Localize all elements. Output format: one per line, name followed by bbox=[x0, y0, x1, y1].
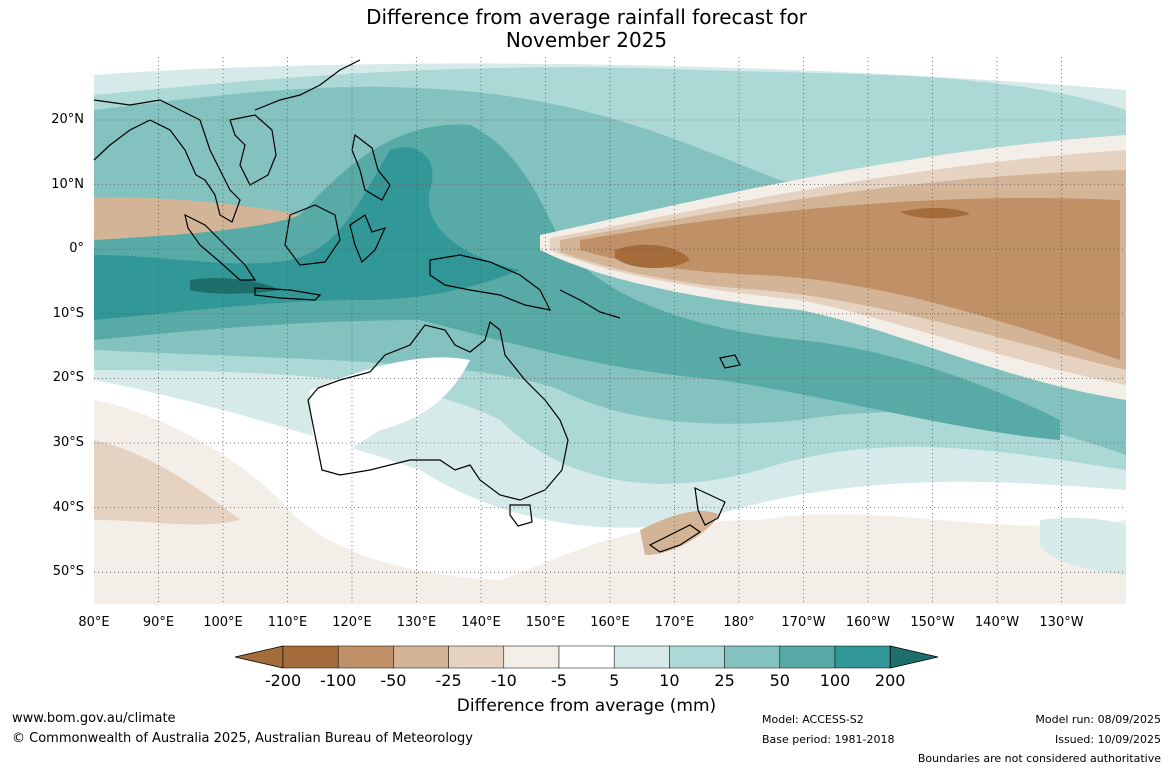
wet-tasman-east bbox=[1040, 517, 1126, 575]
colorbar-tick-label: -5 bbox=[551, 671, 567, 690]
java-coastline bbox=[254, 287, 322, 301]
lon-label: 150°W bbox=[910, 615, 955, 630]
colorbar-tick-label: 200 bbox=[874, 671, 906, 690]
model-run-date: Model run: 08/09/2025 bbox=[1035, 713, 1161, 726]
model-name: Model: ACCESS-S2 bbox=[762, 713, 864, 726]
lon-label: 180° bbox=[723, 615, 755, 630]
dry-100-equatorial bbox=[615, 244, 690, 269]
lon-label: 150°E bbox=[525, 615, 566, 630]
fiji-coastline bbox=[719, 354, 741, 369]
new-guinea-coastline bbox=[429, 254, 552, 311]
lat-label: 50°S bbox=[52, 564, 84, 580]
colorbar-tick-label: -10 bbox=[490, 671, 517, 690]
colorbar-box bbox=[558, 645, 615, 669]
indochina-coastline bbox=[229, 114, 277, 186]
lon-label: 140°E bbox=[461, 615, 501, 630]
colorbar-tick-label: 25 bbox=[714, 671, 735, 690]
dry-100-east bbox=[900, 207, 970, 219]
colorbar-box bbox=[337, 645, 394, 669]
new-zealand-north-coastline bbox=[694, 486, 726, 526]
colorbar-tick-label: -25 bbox=[435, 671, 462, 690]
new-zealand-south-coastline bbox=[648, 524, 702, 553]
colorbar-extend-high bbox=[889, 645, 939, 669]
colorbar-box bbox=[503, 645, 560, 669]
wet-200-region bbox=[190, 278, 280, 294]
lat-label: 10°S bbox=[52, 305, 84, 321]
borneo-coastline bbox=[284, 204, 341, 266]
graticule bbox=[94, 57, 1126, 604]
sulawesi-coastline bbox=[349, 214, 387, 264]
colorbar-box bbox=[448, 645, 505, 669]
colorbar-tick-label: 10 bbox=[659, 671, 680, 690]
map-title-line2: November 2025 bbox=[505, 28, 668, 52]
australia-coastline bbox=[307, 320, 569, 501]
colorbar-box bbox=[779, 645, 836, 669]
lon-label: 160°E bbox=[590, 615, 630, 630]
lon-label: 130°E bbox=[396, 615, 437, 630]
lon-label: 80°E bbox=[78, 615, 110, 630]
colorbar-tick-label: -50 bbox=[380, 671, 407, 690]
colorbar-box bbox=[834, 645, 891, 669]
dry-south-indian-10 bbox=[94, 440, 240, 525]
lon-label: 140°W bbox=[974, 615, 1020, 630]
map-title-line1: Difference from average rainfall forecas… bbox=[366, 5, 807, 29]
boundaries-disclaimer: Boundaries are not considered authoritat… bbox=[917, 752, 1161, 765]
philippines-coastline bbox=[351, 133, 391, 201]
lon-label: 130°W bbox=[1039, 615, 1084, 630]
base-period: Base period: 1981-2018 bbox=[762, 733, 895, 746]
lon-label: 120°E bbox=[332, 615, 372, 630]
colorbar-tick-label: 5 bbox=[609, 671, 620, 690]
sumatra-coastline bbox=[184, 213, 257, 281]
colorbar-tick-label: 50 bbox=[769, 671, 790, 690]
copyright-text: © Commonwealth of Australia 2025, Austra… bbox=[12, 731, 473, 746]
colorbar-tick-label: 100 bbox=[819, 671, 851, 690]
lat-label: 20°N bbox=[51, 112, 84, 127]
colorbar-box bbox=[724, 645, 781, 669]
colorbar-box bbox=[282, 645, 339, 669]
website-link[interactable]: www.bom.gov.au/climate bbox=[12, 711, 176, 726]
tasmania-coastline bbox=[509, 504, 533, 527]
lat-label: 10°N bbox=[51, 176, 84, 192]
colorbar-tick-label: -200 bbox=[264, 671, 302, 690]
lat-label: 0° bbox=[69, 241, 84, 257]
colorbar-extend-low bbox=[234, 645, 284, 669]
lon-label: 170°W bbox=[781, 615, 826, 630]
issued-date: Issued: 10/09/2025 bbox=[1054, 733, 1161, 746]
china-coastline bbox=[254, 59, 361, 111]
colorbar-box bbox=[669, 645, 725, 669]
coastlines bbox=[93, 59, 741, 553]
colorbar bbox=[234, 645, 939, 669]
colorbar-title: Difference from average (mm) bbox=[456, 696, 717, 716]
dry-new-zealand bbox=[640, 510, 720, 555]
colorbar-box bbox=[393, 645, 449, 669]
lon-label: 90°E bbox=[142, 615, 175, 630]
wet-100-region bbox=[94, 147, 520, 320]
dry-50-equatorial bbox=[580, 198, 1120, 360]
lat-label: 40°S bbox=[52, 499, 84, 515]
solomon-islands-coastline bbox=[559, 289, 621, 319]
lon-label: 160°W bbox=[845, 615, 891, 630]
lon-label: 110°E bbox=[267, 615, 308, 630]
wet-50-region bbox=[94, 124, 1060, 441]
lat-label: 30°S bbox=[52, 435, 84, 450]
colorbar-tick-label: -100 bbox=[320, 671, 357, 690]
neutral-australia-interior bbox=[310, 357, 470, 470]
dry-indian-ocean-band bbox=[94, 197, 300, 240]
lon-label: 100°E bbox=[203, 615, 243, 630]
southeast-asia-coastline bbox=[93, 99, 241, 223]
lat-label: 20°S bbox=[52, 370, 84, 386]
lon-label: 170°E bbox=[654, 615, 695, 630]
colorbar-box bbox=[613, 645, 670, 669]
